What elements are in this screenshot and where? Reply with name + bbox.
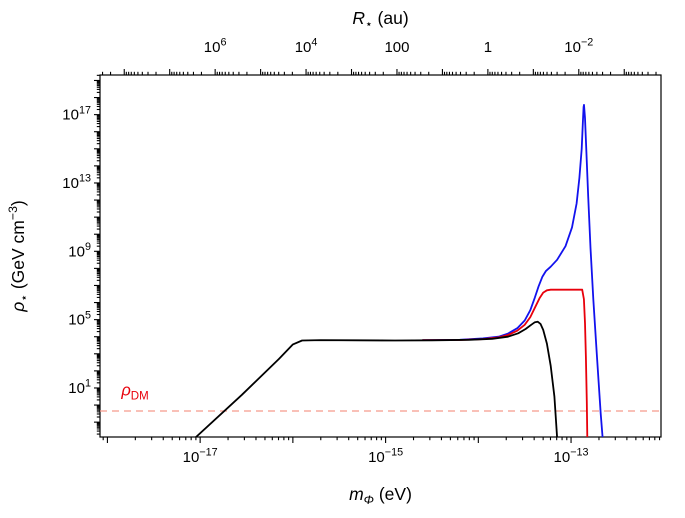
plot-border [99,74,662,438]
y-tick-label: 105 [68,309,91,328]
x-tick-label: 10−13 [554,447,589,466]
y-tick-label: 1013 [62,173,91,192]
y-tick-label: 101 [68,378,91,397]
bottom-axis: 10−17 10−15 10−13 mΦ (eV) [102,437,661,507]
x-axis-title: mΦ (eV) [349,484,412,507]
y-tick-label: 109 [68,241,91,260]
annotations: ρDM [120,382,148,403]
series-curve-blue [421,104,604,437]
x-tick-label: 10−17 [183,447,218,466]
rho-dm-label: ρDM [120,382,148,403]
top-tick-label: 104 [295,37,318,56]
left-axis: 101 105 109 1013 1017 ρ⋆ (GeV cm−3) [6,74,100,435]
y-tick-label: 1017 [62,104,91,123]
y-axis-title: ρ⋆ (GeV cm−3) [6,200,31,313]
top-axis-title: R⋆ (au) [352,8,408,31]
series-curve-black [194,320,558,437]
x-tick-label: 10−15 [368,447,403,466]
series-curve-red [421,288,589,437]
top-tick-label: 100 [384,39,409,56]
top-axis: 106 104 100 1 10−2 R⋆ (au) [102,8,657,75]
top-tick-label: 106 [204,37,227,56]
top-tick-label: 1 [484,39,492,56]
plot-frame [99,74,662,438]
top-tick-label: 10−2 [564,37,593,56]
series-lines [194,104,604,437]
